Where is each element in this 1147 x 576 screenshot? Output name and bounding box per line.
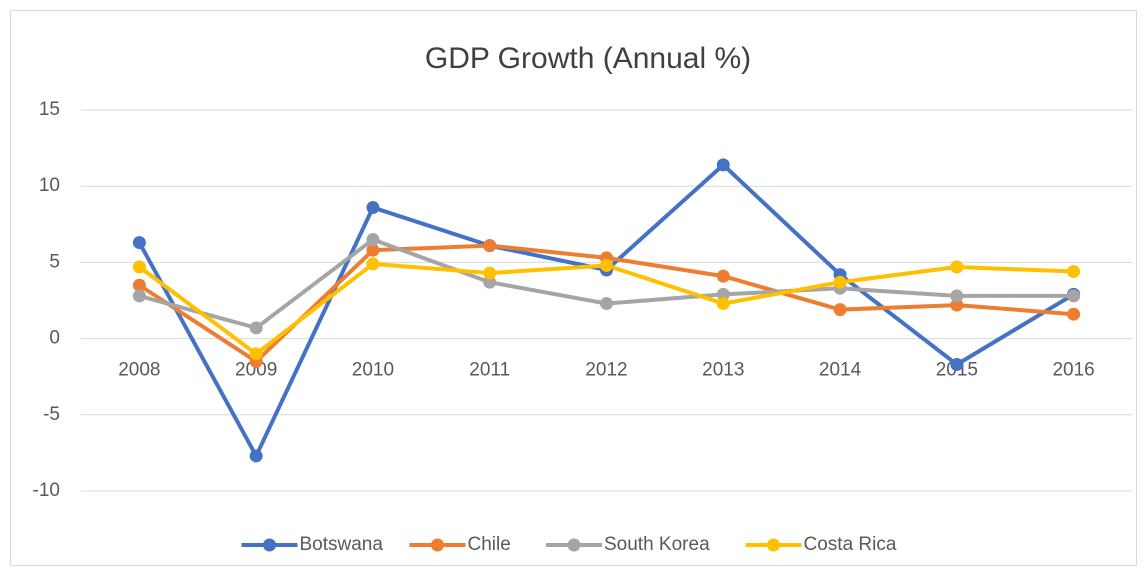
- legend-marker: [431, 538, 444, 552]
- data-point: [716, 287, 730, 301]
- data-point: [600, 258, 613, 272]
- data-point: [716, 158, 730, 172]
- y-tick-label: 15: [39, 99, 60, 120]
- x-tick-label: 2012: [585, 360, 627, 381]
- data-point: [950, 289, 964, 303]
- data-point: [950, 298, 964, 312]
- data-point: [366, 243, 380, 257]
- legend-marker: [263, 538, 276, 552]
- data-point: [483, 266, 497, 280]
- y-tick-label: -10: [33, 480, 60, 501]
- y-tick-label: 0: [49, 328, 60, 349]
- data-point: [366, 201, 380, 215]
- legend-label: Chile: [468, 534, 511, 555]
- x-tick-label: 2011: [469, 360, 510, 381]
- data-point: [132, 236, 146, 250]
- data-point: [716, 269, 730, 283]
- data-point: [132, 260, 146, 274]
- x-tick-label: 2016: [1052, 360, 1094, 381]
- data-point: [366, 257, 380, 271]
- x-tick-label: 2008: [118, 360, 160, 381]
- data-point: [716, 297, 730, 311]
- x-tick-label: 2014: [819, 360, 862, 381]
- y-tick-label: -5: [43, 404, 60, 425]
- legend-label: South Korea: [604, 534, 710, 555]
- data-point: [950, 260, 964, 274]
- y-tick-label: 5: [49, 251, 60, 272]
- chart-title: GDP Growth (Annual %): [425, 42, 751, 75]
- data-point: [249, 321, 263, 335]
- x-tick-label: 2009: [235, 360, 277, 381]
- data-point: [950, 358, 964, 372]
- data-point: [132, 278, 146, 292]
- data-point: [132, 289, 146, 303]
- data-point: [366, 233, 380, 247]
- x-tick-label: 2010: [352, 360, 394, 381]
- data-point: [833, 303, 847, 317]
- x-tick-label: 2013: [702, 360, 744, 381]
- chart-frame: [10, 10, 1137, 566]
- legend-label: Costa Rica: [804, 534, 897, 555]
- data-point: [833, 275, 847, 289]
- data-point: [1067, 265, 1081, 279]
- data-point: [249, 347, 263, 361]
- legend-marker: [767, 538, 780, 552]
- data-point: [1067, 289, 1081, 303]
- data-point: [1067, 307, 1081, 321]
- legend-label: Botswana: [300, 534, 384, 555]
- data-point: [483, 239, 497, 253]
- data-point: [249, 449, 263, 463]
- legend-marker: [567, 538, 581, 552]
- data-point: [483, 275, 497, 289]
- y-tick-label: 10: [39, 175, 60, 196]
- data-point: [600, 297, 613, 311]
